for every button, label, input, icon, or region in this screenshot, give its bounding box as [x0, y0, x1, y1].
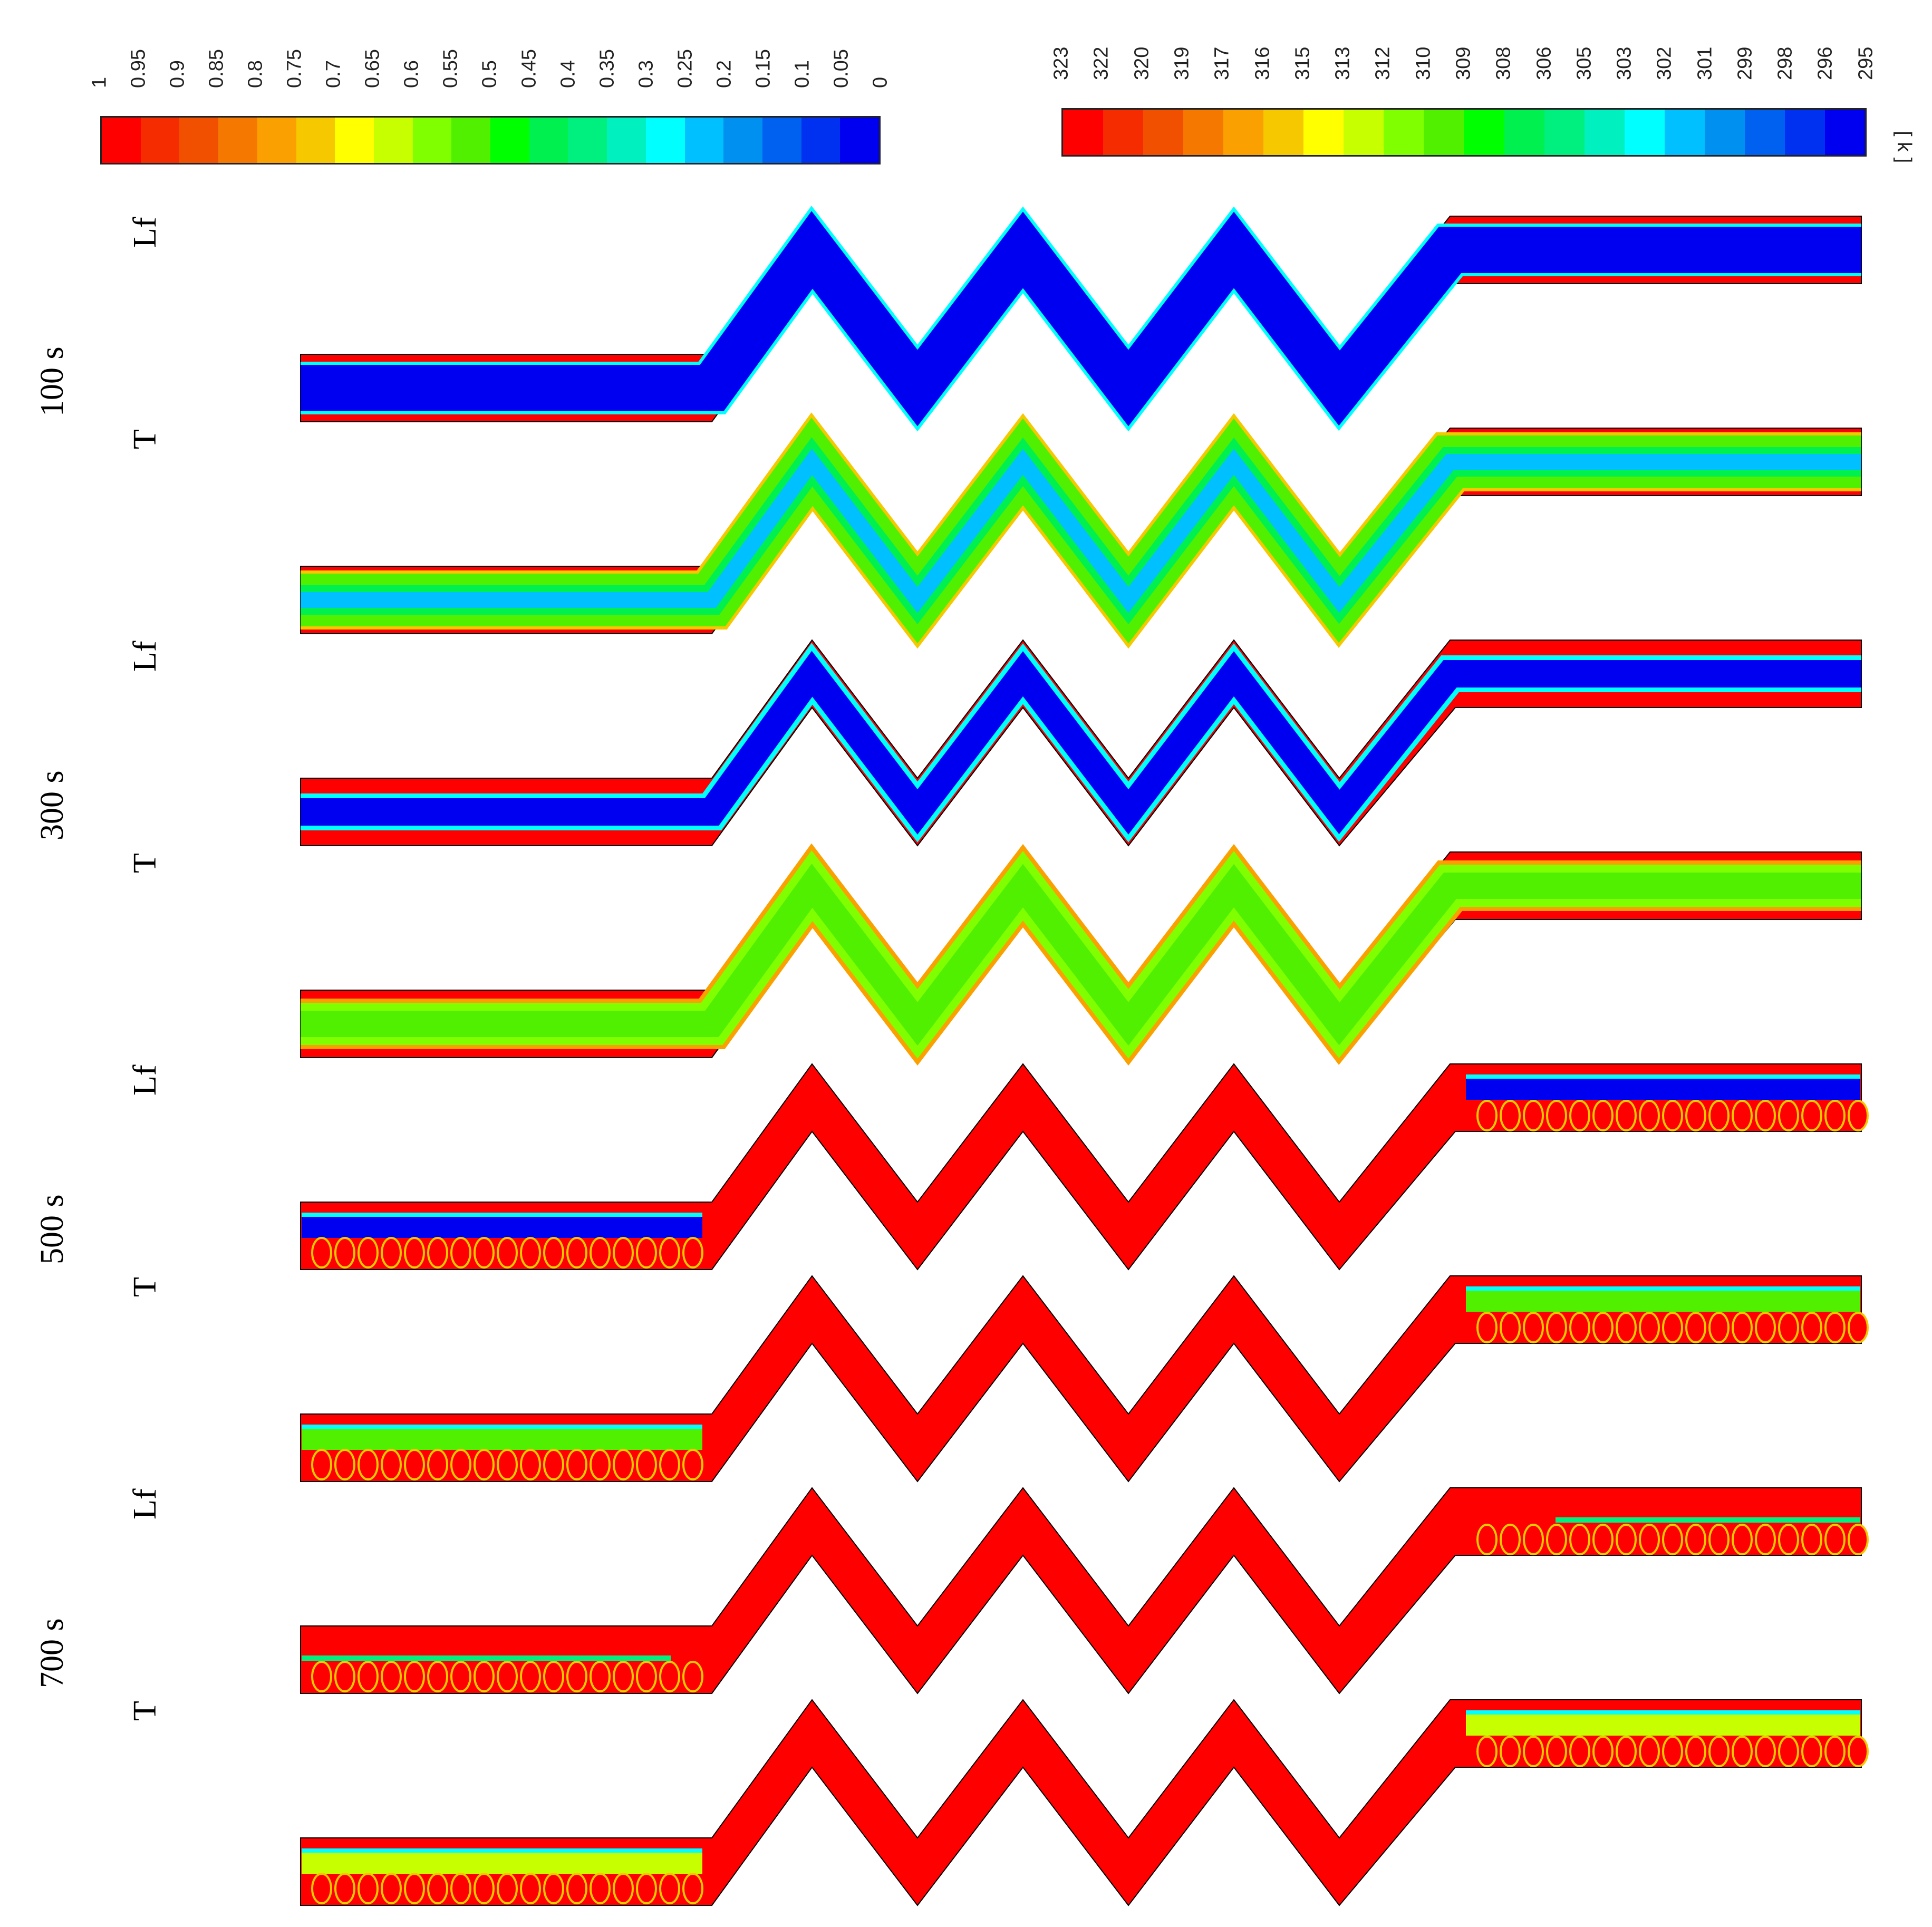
liquid_fraction-swatch [102, 118, 141, 163]
temperature-swatch [1824, 110, 1865, 155]
liquid_fraction-swatch [218, 118, 257, 163]
temperature-swatch [1664, 110, 1705, 155]
liquid_fraction-swatch [568, 118, 607, 163]
liquid_fraction-swatch [412, 118, 452, 163]
temperature-swatch [1424, 110, 1464, 155]
temperature-swatch [1784, 110, 1825, 155]
liquid_fraction-swatch [335, 118, 374, 163]
temperature-swatch [1624, 110, 1665, 155]
contour-panel [300, 1275, 1869, 1483]
liquid_fraction-swatch [257, 118, 296, 163]
liquid_fraction-swatch [840, 118, 880, 163]
contour-panel [300, 1699, 1869, 1906]
temperature-swatch [1143, 110, 1184, 155]
contour-panel [300, 1487, 1869, 1694]
contour-panel [300, 639, 1862, 847]
temperature-swatch [1344, 110, 1384, 155]
temperature-swatch [1544, 110, 1585, 155]
temperature-swatch [1704, 110, 1745, 155]
liquid_fraction-swatch [140, 118, 180, 163]
temperature-swatch [1303, 110, 1344, 155]
temperature-swatch [1464, 110, 1504, 155]
temperature-swatch [1223, 110, 1264, 155]
temperature-swatch [1584, 110, 1625, 155]
contour-panel [300, 412, 1862, 649]
liquid_fraction-swatch [490, 118, 529, 163]
temperature-swatch [1103, 110, 1144, 155]
temperature-swatch [1183, 110, 1224, 155]
liquid_fraction-swatch [373, 118, 413, 163]
liquid_fraction-swatch [684, 118, 724, 163]
temperature-swatch [1384, 110, 1424, 155]
contour-panel [300, 843, 1862, 1066]
contour-panel [300, 206, 1862, 432]
liquid_fraction-swatch [451, 118, 491, 163]
liquid_fraction-swatch [179, 118, 219, 163]
liquid_fraction-swatch [607, 118, 646, 163]
liquid_fraction-swatch [529, 118, 568, 163]
contour-panel [300, 1063, 1869, 1271]
temperature-swatch [1063, 110, 1104, 155]
liquid_fraction-swatch [296, 118, 335, 163]
liquid_fraction-swatch [645, 118, 685, 163]
liquid-fraction-colorbar-swatches [100, 116, 881, 164]
temperature-colorbar-swatches [1061, 108, 1867, 157]
liquid_fraction-swatch [801, 118, 841, 163]
liquid_fraction-swatch [762, 118, 801, 163]
temperature-swatch [1263, 110, 1304, 155]
liquid_fraction-swatch [723, 118, 762, 163]
temperature-swatch [1744, 110, 1785, 155]
temperature-swatch [1504, 110, 1544, 155]
